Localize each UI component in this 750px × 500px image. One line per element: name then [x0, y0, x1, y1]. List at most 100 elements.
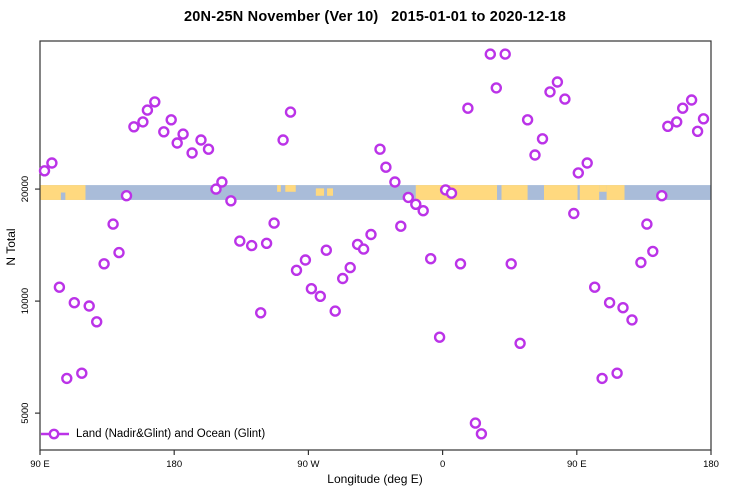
legend-circle	[48, 428, 60, 440]
data-point	[505, 258, 517, 270]
data-point	[299, 254, 312, 266]
data-point	[410, 198, 422, 211]
data-point	[626, 314, 638, 326]
data-point	[277, 134, 289, 146]
data-point	[344, 261, 356, 274]
plot-box	[39, 40, 712, 451]
data-point	[484, 48, 496, 60]
data-point	[425, 253, 437, 265]
chart-title: 20N-25N November (Ver 10) 2015-01-01 to …	[184, 9, 566, 25]
data-point	[365, 228, 377, 241]
data-point	[589, 281, 601, 293]
data-point	[514, 337, 526, 349]
data-point	[596, 372, 608, 385]
map-strip-land-segment	[285, 185, 296, 192]
data-point	[475, 428, 488, 440]
y-tick-label: 20000	[20, 176, 31, 202]
map-strip-land-segment	[543, 185, 578, 200]
data-point	[647, 245, 659, 258]
data-point	[445, 187, 458, 199]
y-tick-label: 5000	[20, 403, 31, 424]
data-point	[380, 161, 392, 173]
data-point	[38, 165, 51, 177]
data-point	[389, 176, 401, 188]
x-tick-label: 90 E	[30, 459, 50, 470]
map-strip-land-segment	[501, 185, 528, 200]
y-tick-label: 10000	[20, 288, 31, 314]
data-point	[260, 237, 273, 250]
x-tick-label: 0	[440, 459, 445, 470]
data-point	[320, 244, 332, 256]
data-point	[611, 367, 623, 379]
data-point	[314, 290, 326, 302]
data-point	[268, 217, 280, 229]
data-point	[671, 116, 683, 128]
data-point	[128, 121, 140, 133]
data-point	[98, 258, 110, 270]
data-point	[255, 307, 267, 319]
x-tick-label: 90 W	[297, 459, 319, 470]
data-point	[635, 256, 647, 269]
x-tick-label: 180	[703, 459, 719, 470]
data-point	[158, 126, 170, 138]
data-point	[697, 113, 710, 125]
data-point	[603, 297, 616, 309]
data-point	[568, 207, 580, 220]
data-point	[685, 94, 698, 106]
data-point	[462, 102, 474, 114]
data-point	[305, 283, 318, 295]
data-point	[53, 281, 66, 293]
map-strip-land-segment	[579, 185, 600, 200]
data-point	[141, 104, 154, 116]
data-point	[337, 272, 349, 285]
map-strip-land-segment	[606, 185, 625, 200]
data-point	[521, 114, 534, 126]
data-point	[662, 120, 674, 133]
data-point	[290, 264, 303, 276]
data-point	[617, 302, 629, 314]
data-point	[83, 300, 95, 312]
data-point	[245, 239, 258, 252]
data-point	[68, 297, 81, 309]
data-point	[284, 106, 297, 118]
data-point	[536, 133, 549, 145]
map-strip-land-segment	[277, 185, 281, 192]
data-point	[572, 167, 584, 179]
data-point	[656, 189, 668, 202]
data-point	[186, 147, 198, 159]
data-point	[551, 76, 564, 88]
data-point	[374, 143, 386, 155]
legend-marker-icon	[41, 428, 69, 440]
map-strip-land-segment	[327, 188, 334, 196]
data-point	[417, 204, 429, 217]
data-point	[544, 86, 556, 98]
data-point	[177, 128, 189, 140]
y-axis-label: N Total	[4, 228, 18, 266]
data-point	[395, 220, 407, 232]
data-point	[210, 183, 222, 195]
map-strip-ocean-notch	[60, 192, 66, 200]
x-axis-label: Longitude (deg E)	[327, 472, 423, 486]
data-point	[499, 48, 511, 60]
data-point	[677, 102, 689, 114]
data-point	[559, 93, 571, 105]
data-point	[216, 176, 228, 188]
data-point	[454, 258, 467, 270]
map-strip-land-segment	[599, 185, 607, 192]
data-point	[402, 191, 414, 204]
x-tick-label: 90 E	[567, 459, 587, 470]
data-point	[61, 372, 73, 385]
data-point	[107, 218, 119, 230]
data-point	[357, 243, 370, 255]
data-point	[90, 316, 103, 328]
data-point	[329, 305, 341, 317]
data-point	[234, 235, 246, 247]
data-point	[195, 134, 207, 146]
map-strip-land-segment	[315, 188, 325, 196]
data-point	[529, 149, 541, 161]
data-point	[225, 195, 237, 207]
data-point	[171, 137, 183, 149]
data-point	[469, 417, 482, 429]
